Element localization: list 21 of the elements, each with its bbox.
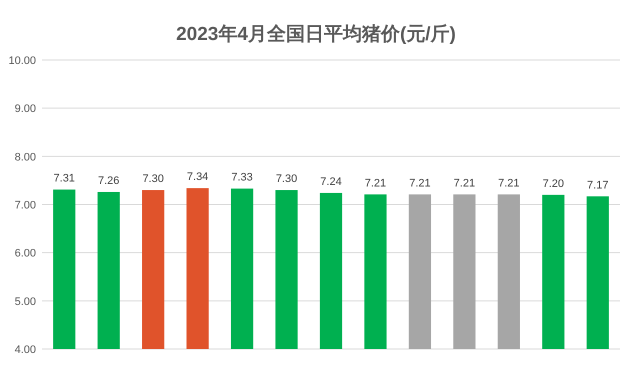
data-label: 7.20 [542, 178, 564, 190]
chart-title: 2023年4月全国日平均猪价(元/斤) [176, 23, 456, 45]
data-label: 7.21 [498, 177, 520, 190]
y-tick-label: 6.00 [14, 248, 36, 260]
y-tick-label: 4.00 [14, 344, 36, 356]
data-label: 7.30 [142, 173, 164, 186]
y-tick-label: 8.00 [14, 151, 36, 164]
data-label: 7.31 [54, 172, 75, 185]
data-label: 7.30 [276, 173, 298, 186]
data-label: 7.34 [186, 171, 208, 184]
y-tick-label: 9.00 [14, 103, 36, 116]
data-label: 7.17 [587, 179, 608, 192]
y-tick-label: 7.00 [14, 200, 36, 212]
y-tick-label: 5.00 [14, 296, 36, 308]
data-label: 7.24 [320, 176, 342, 188]
data-label: 7.21 [364, 177, 386, 190]
data-label: 7.21 [409, 177, 431, 190]
data-label: 7.26 [98, 174, 120, 187]
data-label: 7.21 [454, 177, 476, 190]
y-tick-label: 10.00 [8, 55, 36, 67]
data-label: 7.33 [231, 172, 253, 184]
